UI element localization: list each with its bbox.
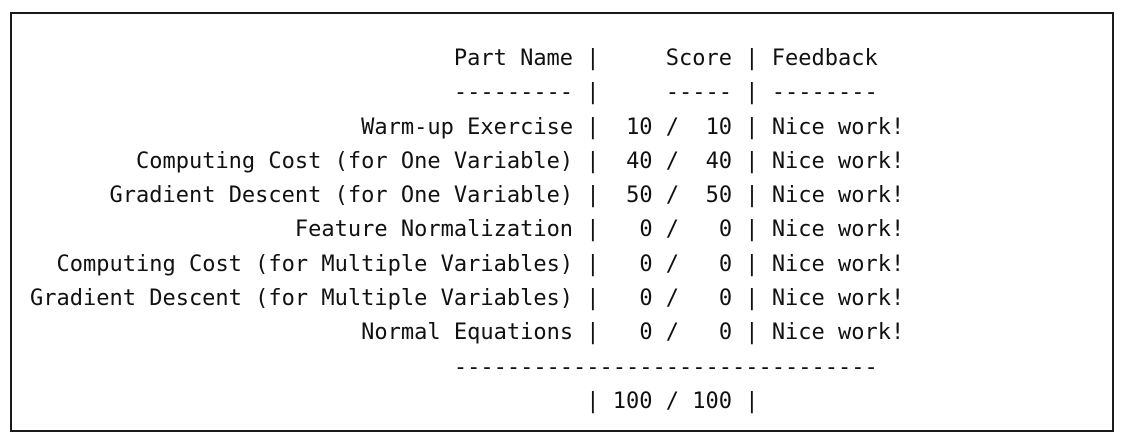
feedback: Nice work!	[771, 251, 905, 277]
total-earned: 100	[612, 388, 653, 414]
total-possible: 100	[692, 388, 733, 414]
part-name: Computing Cost (for Multiple Variables)	[56, 251, 574, 277]
part-name: Normal Equations	[361, 320, 574, 346]
feedback: Nice work!	[771, 217, 905, 243]
score-earned: 50	[626, 183, 653, 209]
header-feedback: Feedback	[771, 46, 878, 71]
total-rule-line: --------------------------------	[30, 351, 904, 385]
score-possible: 10	[705, 114, 733, 140]
score-possible: 40	[705, 148, 733, 174]
part-name: Gradient Descent (for Multiple Variables…	[30, 286, 574, 312]
table-row: Feature Normalization | 0 / 0 | Nice wor…	[294, 217, 905, 243]
feedback: Nice work!	[771, 148, 905, 174]
score-earned: 10	[626, 114, 653, 140]
table-row: Gradient Descent (for One Variable) | 50…	[109, 183, 905, 209]
score-earned: 0	[639, 217, 653, 243]
feedback: Nice work!	[771, 286, 905, 312]
part-name: Warm-up Exercise	[361, 114, 574, 140]
feedback: Nice work!	[771, 320, 905, 346]
score-possible: 0	[718, 251, 733, 277]
table-header-underline: --------- | ----- | --------	[453, 80, 878, 106]
underline-score: -----	[665, 80, 733, 106]
total-row: | 100 / 100 |	[586, 388, 759, 414]
part-name: Gradient Descent (for One Variable)	[109, 183, 574, 209]
total-rule: --------------------------------	[453, 354, 878, 380]
part-name: Feature Normalization	[294, 217, 574, 243]
score-possible: 0	[718, 286, 733, 312]
header-score: Score	[665, 46, 733, 71]
console-output-frame: Part Name | Score | Feedback --------- |…	[10, 12, 1114, 432]
score-possible: 0	[718, 217, 733, 243]
score-earned: 40	[626, 148, 653, 174]
score-possible: 0	[718, 320, 733, 346]
table-row: Gradient Descent (for Multiple Variables…	[30, 286, 905, 312]
grader-output-table: Part Name | Score | Feedback --------- |…	[30, 42, 904, 419]
header-part-name: Part Name	[453, 46, 574, 71]
table-row: Warm-up Exercise | 10 / 10 | Nice work!	[361, 114, 905, 140]
table-row: Computing Cost (for One Variable) | 40 /…	[135, 148, 905, 174]
table-row: Normal Equations | 0 / 0 | Nice work!	[361, 320, 905, 346]
underline-part-name: ---------	[453, 80, 574, 106]
feedback: Nice work!	[771, 183, 905, 209]
score-earned: 0	[639, 286, 653, 312]
underline-feedback: --------	[771, 80, 878, 106]
score-earned: 0	[639, 251, 653, 277]
score-earned: 0	[639, 320, 653, 346]
feedback: Nice work!	[771, 114, 905, 140]
part-name: Computing Cost (for One Variable)	[135, 148, 574, 174]
table-header: Part Name | Score | Feedback	[453, 46, 878, 71]
table-row: Computing Cost (for Multiple Variables) …	[56, 251, 905, 277]
score-possible: 50	[705, 183, 733, 209]
